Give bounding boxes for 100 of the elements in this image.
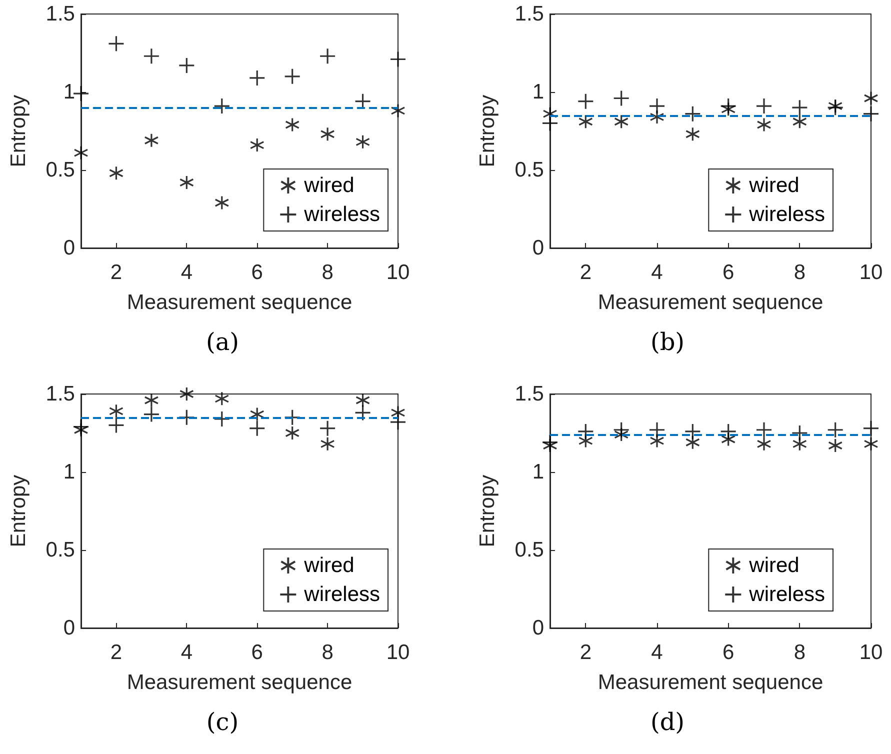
x-axis-title: Measurement sequence — [126, 291, 352, 314]
point — [577, 423, 594, 440]
x-tick-label: 10 — [386, 261, 410, 284]
point — [614, 114, 629, 129]
point — [214, 391, 230, 406]
point — [720, 423, 737, 440]
x-tick-label: 2 — [580, 261, 592, 284]
point — [720, 98, 737, 114]
point — [577, 93, 594, 110]
point — [756, 117, 772, 132]
y-tick-label: 0.5 — [46, 538, 75, 562]
point — [108, 416, 125, 434]
y-tick-label: 1.5 — [46, 382, 75, 406]
x-tick-label: 4 — [651, 261, 664, 284]
x-axis-title: Measurement sequence — [126, 671, 352, 694]
point — [284, 68, 301, 85]
y-axis-title: Entropy — [7, 474, 30, 548]
point — [250, 138, 264, 152]
point — [179, 386, 194, 402]
point — [74, 146, 88, 160]
point — [214, 410, 230, 428]
point — [319, 48, 336, 64]
text: (c) — [206, 708, 239, 736]
y-tick-label: 0.5 — [46, 158, 75, 182]
point — [685, 126, 700, 142]
point — [214, 195, 230, 210]
point — [354, 404, 372, 422]
x-tick-label: 2 — [580, 641, 592, 664]
x-tick-label: 6 — [251, 261, 263, 284]
x-tick-label: 4 — [180, 641, 193, 664]
x-tick-label: 6 — [722, 261, 734, 284]
y-tick-label: 1 — [63, 80, 75, 104]
point — [355, 392, 370, 408]
point — [864, 90, 878, 106]
point — [390, 103, 406, 118]
legend-label: wireless — [748, 583, 826, 606]
point — [144, 133, 159, 148]
legend-label: wired — [748, 554, 800, 577]
point — [390, 50, 406, 68]
point — [684, 106, 701, 122]
x-tick-label: 6 — [722, 641, 734, 664]
y-tick-label: 0.5 — [514, 538, 544, 562]
y-tick-label: 1.5 — [514, 2, 544, 26]
point — [108, 404, 124, 418]
point — [248, 420, 266, 437]
y-tick-label: 1.5 — [514, 382, 544, 406]
point — [72, 418, 90, 436]
x-tick-label: 4 — [651, 641, 664, 664]
point — [542, 434, 558, 451]
y-tick-label: 1 — [532, 80, 544, 104]
x-tick-label: 8 — [322, 261, 334, 284]
point — [320, 126, 335, 142]
y-axis-title: Entropy — [7, 94, 30, 168]
text: (a) — [206, 328, 240, 356]
x-tick-label: 8 — [322, 641, 334, 664]
point — [178, 57, 195, 74]
x-tick-label: 10 — [859, 641, 883, 664]
point — [250, 406, 264, 422]
x-axis-title: Measurement sequence — [598, 291, 824, 314]
y-axis-title: Entropy — [476, 94, 499, 168]
point — [72, 85, 90, 102]
legend-label: wireless — [303, 583, 380, 606]
legend-label: wired — [303, 174, 354, 197]
point — [542, 114, 558, 132]
point — [144, 392, 159, 408]
x-tick-label: 4 — [180, 261, 193, 284]
point — [390, 414, 406, 430]
y-tick-label: 0 — [63, 616, 75, 640]
point — [578, 114, 593, 129]
x-tick-label: 2 — [110, 641, 122, 664]
point — [248, 70, 266, 86]
x-tick-label: 2 — [110, 261, 122, 284]
point — [613, 422, 630, 438]
y-tick-label: 0.5 — [514, 158, 544, 182]
x-tick-label: 8 — [794, 641, 806, 664]
y-tick-label: 1 — [63, 460, 75, 484]
legend-label: wired — [303, 554, 354, 577]
point — [756, 98, 772, 114]
point — [143, 406, 160, 423]
point — [285, 117, 300, 132]
legend-label: wireless — [303, 203, 380, 226]
point — [108, 35, 125, 52]
point — [178, 409, 195, 426]
point — [862, 106, 880, 122]
point — [355, 134, 370, 150]
text: (b) — [650, 328, 685, 356]
x-tick-label: 10 — [859, 261, 883, 284]
legend-label: wireless — [748, 203, 826, 226]
y-tick-label: 0 — [532, 616, 544, 640]
point — [613, 90, 630, 107]
point — [143, 48, 160, 64]
y-tick-label: 1 — [532, 460, 544, 484]
y-tick-label: 0 — [63, 236, 75, 260]
point — [179, 175, 194, 190]
point — [214, 98, 230, 114]
y-tick-label: 0 — [532, 236, 544, 260]
legend-label: wired — [748, 174, 800, 197]
point — [108, 166, 124, 180]
text: (d) — [650, 708, 685, 736]
x-tick-label: 6 — [251, 641, 263, 664]
